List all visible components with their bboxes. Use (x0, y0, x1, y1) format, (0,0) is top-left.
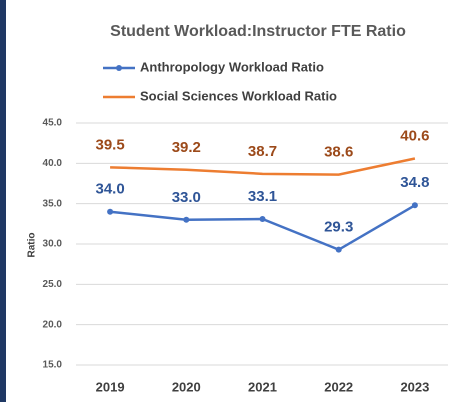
y-tick-label: 25.0 (43, 279, 63, 290)
x-tick-label: 2020 (172, 379, 201, 394)
series-line (110, 157, 416, 176)
x-tick-label: 2019 (96, 379, 125, 394)
marker (107, 208, 114, 215)
data-label: 34.8 (400, 174, 429, 191)
marker (411, 202, 418, 209)
legend-marker (116, 65, 122, 71)
data-label: 33.0 (172, 189, 201, 206)
chart-title: Student Workload:Instructor FTE Ratio (110, 23, 406, 40)
left-border (0, 0, 6, 402)
data-label: 39.5 (95, 136, 124, 153)
data-label: 33.1 (248, 188, 277, 205)
data-label: 38.7 (248, 143, 277, 160)
legend-label: Social Sciences Workload Ratio (140, 88, 337, 103)
y-axis-label: Ratio (27, 233, 38, 258)
data-label: 38.6 (324, 144, 353, 161)
y-tick-label: 20.0 (43, 319, 63, 330)
legend-label: Anthropology Workload Ratio (140, 59, 324, 74)
y-tick-label: 35.0 (43, 198, 63, 209)
series-line (109, 204, 416, 252)
y-tick-label: 45.0 (43, 118, 63, 129)
data-label: 34.0 (95, 181, 124, 198)
y-tick-label: 40.0 (43, 158, 63, 169)
x-tick-label: 2023 (400, 379, 429, 394)
marker (259, 215, 266, 222)
x-tick-label: 2022 (324, 379, 353, 394)
y-tick-label: 15.0 (43, 360, 63, 371)
y-tick-label: 30.0 (43, 239, 63, 250)
marker (335, 246, 342, 253)
data-label: 40.6 (400, 127, 429, 144)
x-tick-label: 2021 (248, 379, 277, 394)
data-label: 29.3 (324, 219, 353, 236)
data-label: 39.2 (172, 139, 201, 156)
marker (183, 216, 190, 223)
